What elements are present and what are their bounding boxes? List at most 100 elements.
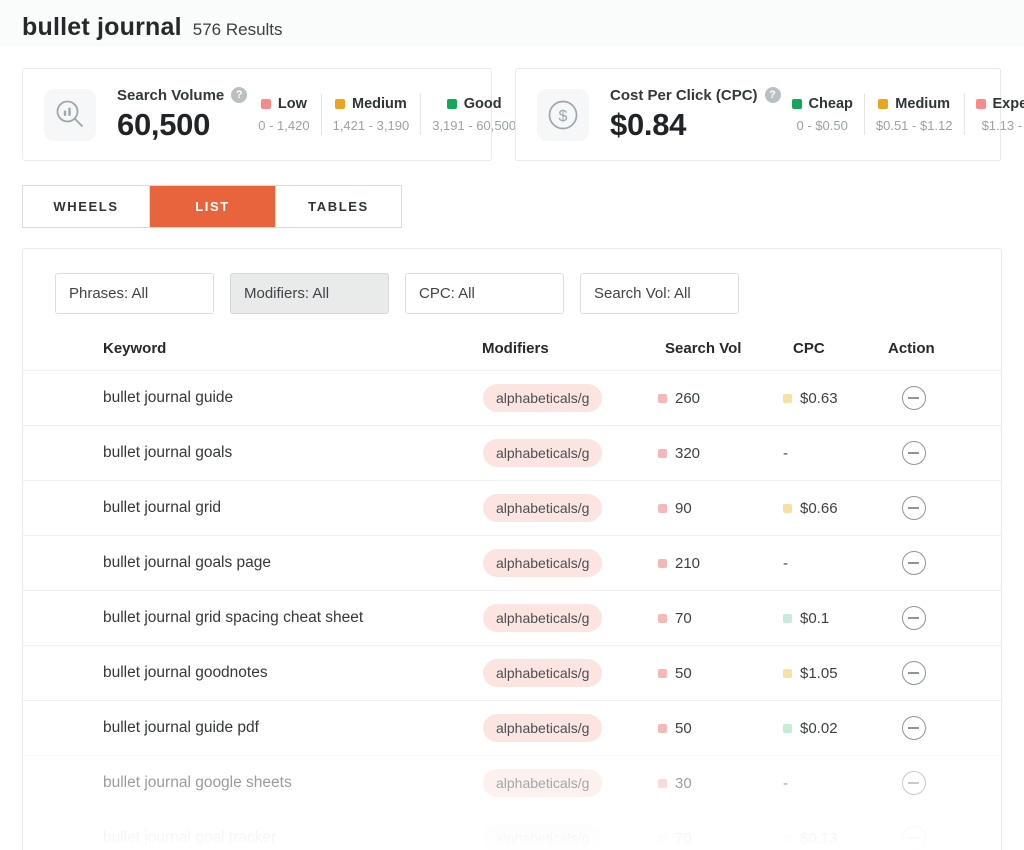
keyword-cell: bullet journal goodnotes [103, 664, 268, 681]
legend-item: Cheap 0 - $0.50 [781, 94, 864, 135]
action-cell [881, 386, 977, 410]
magnifier-chart-icon [44, 88, 96, 141]
action-cell [881, 606, 977, 630]
search-vol-level-swatch [658, 558, 667, 568]
tab-label: WHEELS [53, 199, 119, 214]
keyword-cell: bullet journal goals page [103, 554, 272, 571]
remove-keyword-icon[interactable] [902, 496, 926, 520]
cpc-cell: $0.66 [777, 500, 881, 517]
dollar-circle-icon: $ [537, 88, 589, 141]
remove-keyword-icon[interactable] [902, 606, 926, 630]
keyword-cell: bullet journal grid [103, 499, 222, 516]
view-tab[interactable]: LIST [149, 186, 275, 227]
cpc-card: $ Cost Per Click (CPC) ? $0.84 Cheap 0 -… [515, 68, 1024, 161]
cpc-value: $0.13 [800, 829, 838, 847]
action-cell [881, 716, 977, 740]
cpc-level-swatch [783, 723, 792, 733]
search-vol-level-swatch [658, 503, 667, 513]
legend-label: Medium [352, 96, 407, 112]
search-vol-level-swatch [658, 778, 667, 788]
search-vol-value: 70 [675, 829, 692, 847]
keyword-cell: bullet journal guide [103, 389, 234, 406]
legend-range: 3,191 - 60,500 [432, 118, 517, 133]
modifier-cell: alphabeticals/g [477, 714, 652, 742]
modifier-cell: alphabeticals/g [477, 604, 652, 632]
tab-label: TABLES [308, 199, 369, 214]
action-cell [881, 441, 977, 465]
legend-item: Good 3,191 - 60,500 [420, 94, 527, 135]
search-vol-value: 50 [675, 664, 692, 682]
column-header: Keyword [103, 340, 167, 357]
legend-range: $1.13 - $6.21 [981, 118, 1024, 133]
filter-dropdown[interactable]: Modifiers: All [230, 273, 389, 314]
search-vol-value: 210 [675, 554, 701, 572]
legend-item: Medium 1,421 - 3,190 [320, 94, 421, 135]
modifier-cell: alphabeticals/g [477, 824, 652, 850]
help-icon[interactable]: ? [764, 87, 781, 103]
filter-dropdown[interactable]: Phrases: All [55, 273, 214, 314]
legend-range: $0.51 - $1.12 [875, 118, 953, 133]
view-tab[interactable]: WHEELS [23, 186, 149, 227]
modifier-cell: alphabeticals/g [477, 439, 652, 467]
modifier-pill: alphabeticals/g [483, 439, 603, 467]
search-vol-cell: 30 [652, 775, 777, 792]
legend-label: Expensive [992, 96, 1024, 112]
keyword-cell: bullet journal goals [103, 444, 233, 461]
legend-color-swatch [335, 99, 346, 109]
keyword-cell: bullet journal grid spacing cheat sheet [103, 609, 364, 626]
search-volume-card: Search Volume ? 60,500 Low 0 - 1,420 [22, 68, 516, 161]
legend-color-swatch [260, 99, 271, 109]
help-icon[interactable]: ? [231, 87, 248, 103]
remove-keyword-icon[interactable] [902, 661, 926, 685]
cpc-cell: $1.05 [777, 665, 881, 682]
keyword-cell: bullet journal guide pdf [103, 719, 259, 736]
search-vol-cell: 70 [652, 830, 777, 847]
legend-color-swatch [878, 99, 889, 109]
search-vol-value: 320 [675, 444, 701, 462]
header-band [0, 0, 1024, 47]
cpc-value: $0.63 [800, 389, 838, 407]
search-vol-value: 50 [675, 719, 692, 737]
remove-keyword-icon[interactable] [902, 551, 926, 575]
action-cell [881, 496, 977, 520]
search-vol-level-swatch [658, 668, 667, 678]
filter-dropdown[interactable]: CPC: All [405, 273, 564, 314]
remove-keyword-icon[interactable] [902, 386, 926, 410]
cpc-legend: Cheap 0 - $0.50 Medium $0.51 - $1.12 [781, 94, 1024, 135]
search-vol-cell: 90 [652, 500, 777, 517]
cpc-cell: $0.63 [777, 390, 881, 407]
view-tabs: WHEELS LIST TABLES [22, 185, 402, 228]
modifier-cell: alphabeticals/g [477, 384, 652, 412]
keyword-cell: bullet journal google sheets [103, 774, 292, 791]
search-vol-value: 70 [675, 609, 692, 627]
remove-keyword-icon[interactable] [902, 771, 926, 795]
search-vol-value: 260 [675, 389, 701, 407]
legend-item: Low 0 - 1,420 [247, 94, 320, 135]
remove-keyword-icon[interactable] [902, 826, 926, 850]
search-vol-level-swatch [658, 448, 667, 458]
remove-keyword-icon[interactable] [902, 441, 926, 465]
modifier-cell: alphabeticals/g [477, 549, 652, 577]
view-tab[interactable]: TABLES [275, 186, 401, 227]
legend-range: 0 - $0.50 [796, 118, 848, 133]
cpc-value: - [783, 774, 788, 792]
cpc-value: - [783, 554, 788, 572]
search-volume-value: 60,500 [117, 106, 211, 142]
table-row: bullet journal goodnotes alphabeticals/g… [23, 645, 1001, 700]
search-vol-cell: 50 [652, 720, 777, 737]
cpc-cell: - [777, 775, 881, 792]
modifier-pill: alphabeticals/g [483, 714, 603, 742]
legend-color-swatch [791, 99, 802, 109]
search-vol-value: 90 [675, 499, 692, 517]
remove-keyword-icon[interactable] [902, 716, 926, 740]
modifier-pill: alphabeticals/g [483, 494, 603, 522]
column-header: CPC [793, 340, 825, 357]
modifier-pill: alphabeticals/g [483, 769, 603, 797]
search-vol-level-swatch [658, 833, 667, 843]
modifier-pill: alphabeticals/g [483, 384, 603, 412]
table-header: Keyword Modifiers Search Vol CPC Action [23, 340, 1001, 370]
search-vol-cell: 70 [652, 610, 777, 627]
column-header: Modifiers [482, 340, 549, 357]
action-cell [881, 826, 977, 850]
filter-dropdown[interactable]: Search Vol: All [580, 273, 739, 314]
